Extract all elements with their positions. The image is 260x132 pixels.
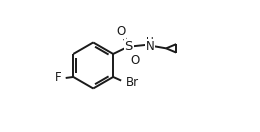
Text: O: O <box>116 25 126 38</box>
Text: S: S <box>125 40 133 53</box>
Text: H: H <box>146 37 154 47</box>
Text: N: N <box>145 40 154 53</box>
Text: O: O <box>131 54 140 67</box>
Text: Br: Br <box>126 76 139 89</box>
Text: F: F <box>55 71 62 84</box>
